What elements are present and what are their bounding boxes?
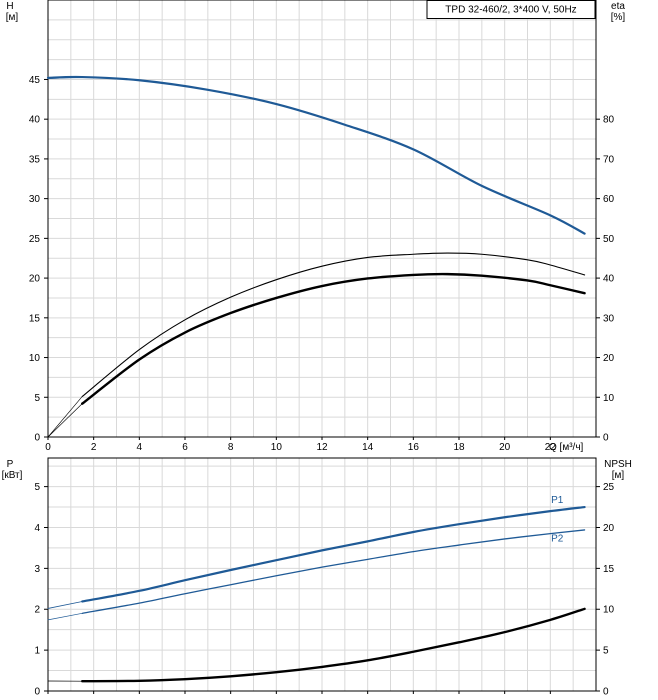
y-left-tick-label: 5 [34,482,40,493]
series-line [46,75,586,235]
y-right-axis-unit: [%] [611,12,626,23]
series-line [81,252,586,398]
y-right-tick-label: 20 [603,523,615,534]
y-left-axis-title: H [6,1,13,12]
series-label-p2: P2 [551,534,564,545]
x-tick-label: 2 [91,442,97,453]
y-left-tick-label: 4 [34,523,40,534]
x-tick-label: 14 [362,442,374,453]
y-right-axis-title: eta [611,1,625,12]
series-line [81,272,586,405]
series-line [81,607,586,683]
y-left-tick-label: 45 [29,75,41,86]
series-line [47,403,83,438]
y-right-tick-label: 0 [603,433,609,444]
y-left-tick-label: 2 [34,605,40,616]
x-tick-label: 16 [408,442,420,453]
y-right-axis-title: NPSH [604,459,632,470]
y-right-tick-label: 40 [603,274,615,285]
y-left-tick-label: 30 [29,194,41,205]
y-right-tick-label: 5 [603,646,609,657]
y-left-tick-label: 40 [29,115,41,126]
y-right-tick-label: 20 [603,353,615,364]
y-left-axis-unit: [кВт] [2,470,23,481]
x-tick-label: 20 [499,442,511,453]
x-tick-label: 18 [453,442,465,453]
x-tick-label: 22 [545,442,557,453]
series-line [47,612,83,621]
x-axis-title: Q [м³/ч] [549,442,584,453]
y-left-axis-title: P [7,459,14,470]
series-line [47,601,83,609]
series-label-p1: P1 [551,495,564,506]
y-left-tick-label: 5 [34,393,40,404]
y-right-tick-label: 0 [603,687,609,698]
y-left-tick-label: 0 [34,433,40,444]
y-right-tick-label: 70 [603,154,615,165]
y-left-tick-label: 10 [29,353,41,364]
legend-text: TPD 32-460/2, 3*400 V, 50Hz [445,5,576,16]
y-right-tick-label: 30 [603,313,615,324]
head-efficiency-panel: 0 5 10 15 20 25 30 35 40 45 0 10 20 30 40 50 60 70 80 0 2 4 6 8… [6,0,626,453]
y-right-tick-label: 60 [603,194,615,205]
y-left-tick-label: 3 [34,564,40,575]
y-left-tick-label: 1 [34,646,40,657]
series-line [47,396,83,438]
legend: TPD 32-460/2, 3*400 V, 50Hz [426,0,596,19]
series-line [47,76,83,80]
y-left-tick-label: 35 [29,154,41,165]
x-tick-label: 12 [316,442,328,453]
legend-box [426,0,596,19]
y-left-axis-unit: [м] [6,12,19,23]
y-left-tick-label: 20 [29,274,41,285]
x-tick-label: 4 [137,442,143,453]
y-right-axis-unit: [м] [612,470,625,481]
y-right-tick-label: 50 [603,234,615,245]
x-tick-label: 0 [45,442,51,453]
y-right-tick-label: 25 [603,482,615,493]
power-npsh-panel: 0 1 2 3 4 5 0 5 10 15 20 25 P[кВт] NPSH[м] P1 P2 [2,457,632,698]
y-left-tick-label: 15 [29,313,41,324]
y-right-tick-label: 10 [603,605,615,616]
y-right-tick-label: 10 [603,393,615,404]
series-line-p2 [81,529,586,614]
y-right-tick-label: 15 [603,564,615,575]
series-line-p1 [81,505,586,603]
x-tick-label: 8 [228,442,234,453]
y-left-tick-label: 25 [29,234,41,245]
x-tick-label: 6 [182,442,188,453]
y-right-tick-label: 80 [603,115,615,126]
y-left-tick-label: 0 [34,687,40,698]
x-tick-label: 10 [271,442,283,453]
